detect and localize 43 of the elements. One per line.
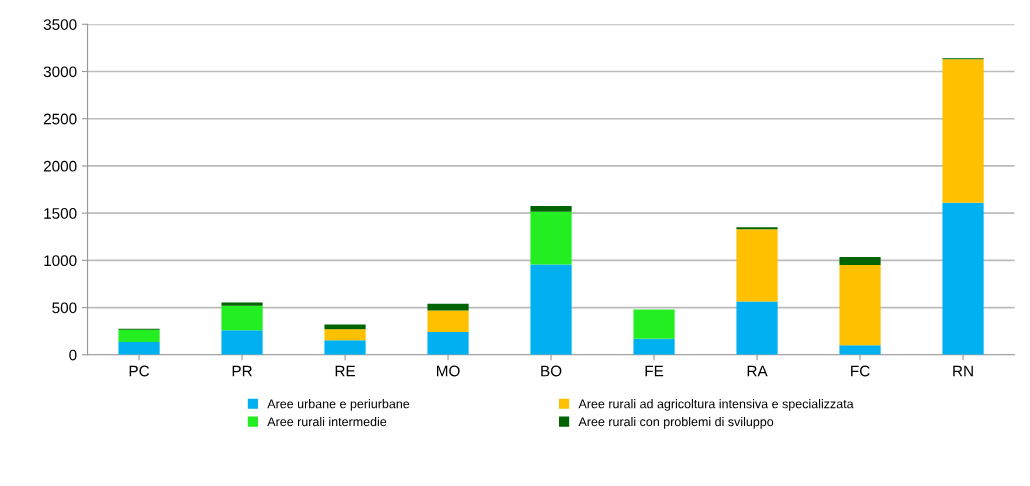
bar	[530, 206, 572, 212]
x-tick-label: RN	[953, 365, 973, 377]
bar	[118, 342, 160, 355]
x-tick-label: FE	[645, 365, 664, 377]
bar	[839, 257, 881, 266]
bar	[221, 302, 263, 306]
x-tick-label: RA	[747, 365, 768, 377]
legend-label: Aree rurali ad agricoltura intensiva e specializzata	[578, 399, 854, 411]
y-tick-label: 500	[52, 302, 77, 314]
bar	[221, 330, 263, 355]
bar	[633, 309, 675, 339]
legend-label: Aree urbane e periurbane	[267, 399, 410, 411]
y-tick-label: 3000	[43, 66, 77, 78]
bar	[530, 211, 572, 265]
bar	[839, 345, 881, 355]
x-tick-label: BO	[541, 365, 562, 377]
bar	[427, 332, 469, 355]
y-tick-label: 1000	[44, 255, 77, 267]
bar	[427, 303, 469, 311]
bar	[736, 229, 778, 302]
bar	[427, 310, 469, 333]
bar	[942, 202, 984, 355]
bar	[942, 59, 984, 203]
y-tick-label: 3500	[43, 19, 77, 30]
bar	[118, 329, 160, 343]
x-tick-label: MO	[437, 365, 460, 377]
x-tick-label: PC	[129, 365, 150, 377]
bar	[530, 264, 572, 355]
bar	[324, 340, 366, 355]
y-tick-label: 1500	[44, 208, 77, 219]
x-tick-label: RE	[335, 365, 356, 377]
y-tick-label: 0	[69, 349, 77, 361]
bar	[736, 301, 778, 355]
bar	[633, 338, 675, 355]
y-tick-label: 2500	[43, 113, 77, 125]
bar	[324, 329, 366, 341]
x-tick-label: FC	[851, 365, 870, 377]
bar	[221, 305, 263, 331]
bar	[839, 265, 881, 346]
y-tick-label: 2000	[43, 160, 77, 172]
legend-label: Aree rurali con problemi di sviluppo	[578, 416, 774, 429]
x-tick-label: PR	[232, 365, 252, 377]
legend-label: Aree rurali intermedie	[267, 416, 387, 427]
